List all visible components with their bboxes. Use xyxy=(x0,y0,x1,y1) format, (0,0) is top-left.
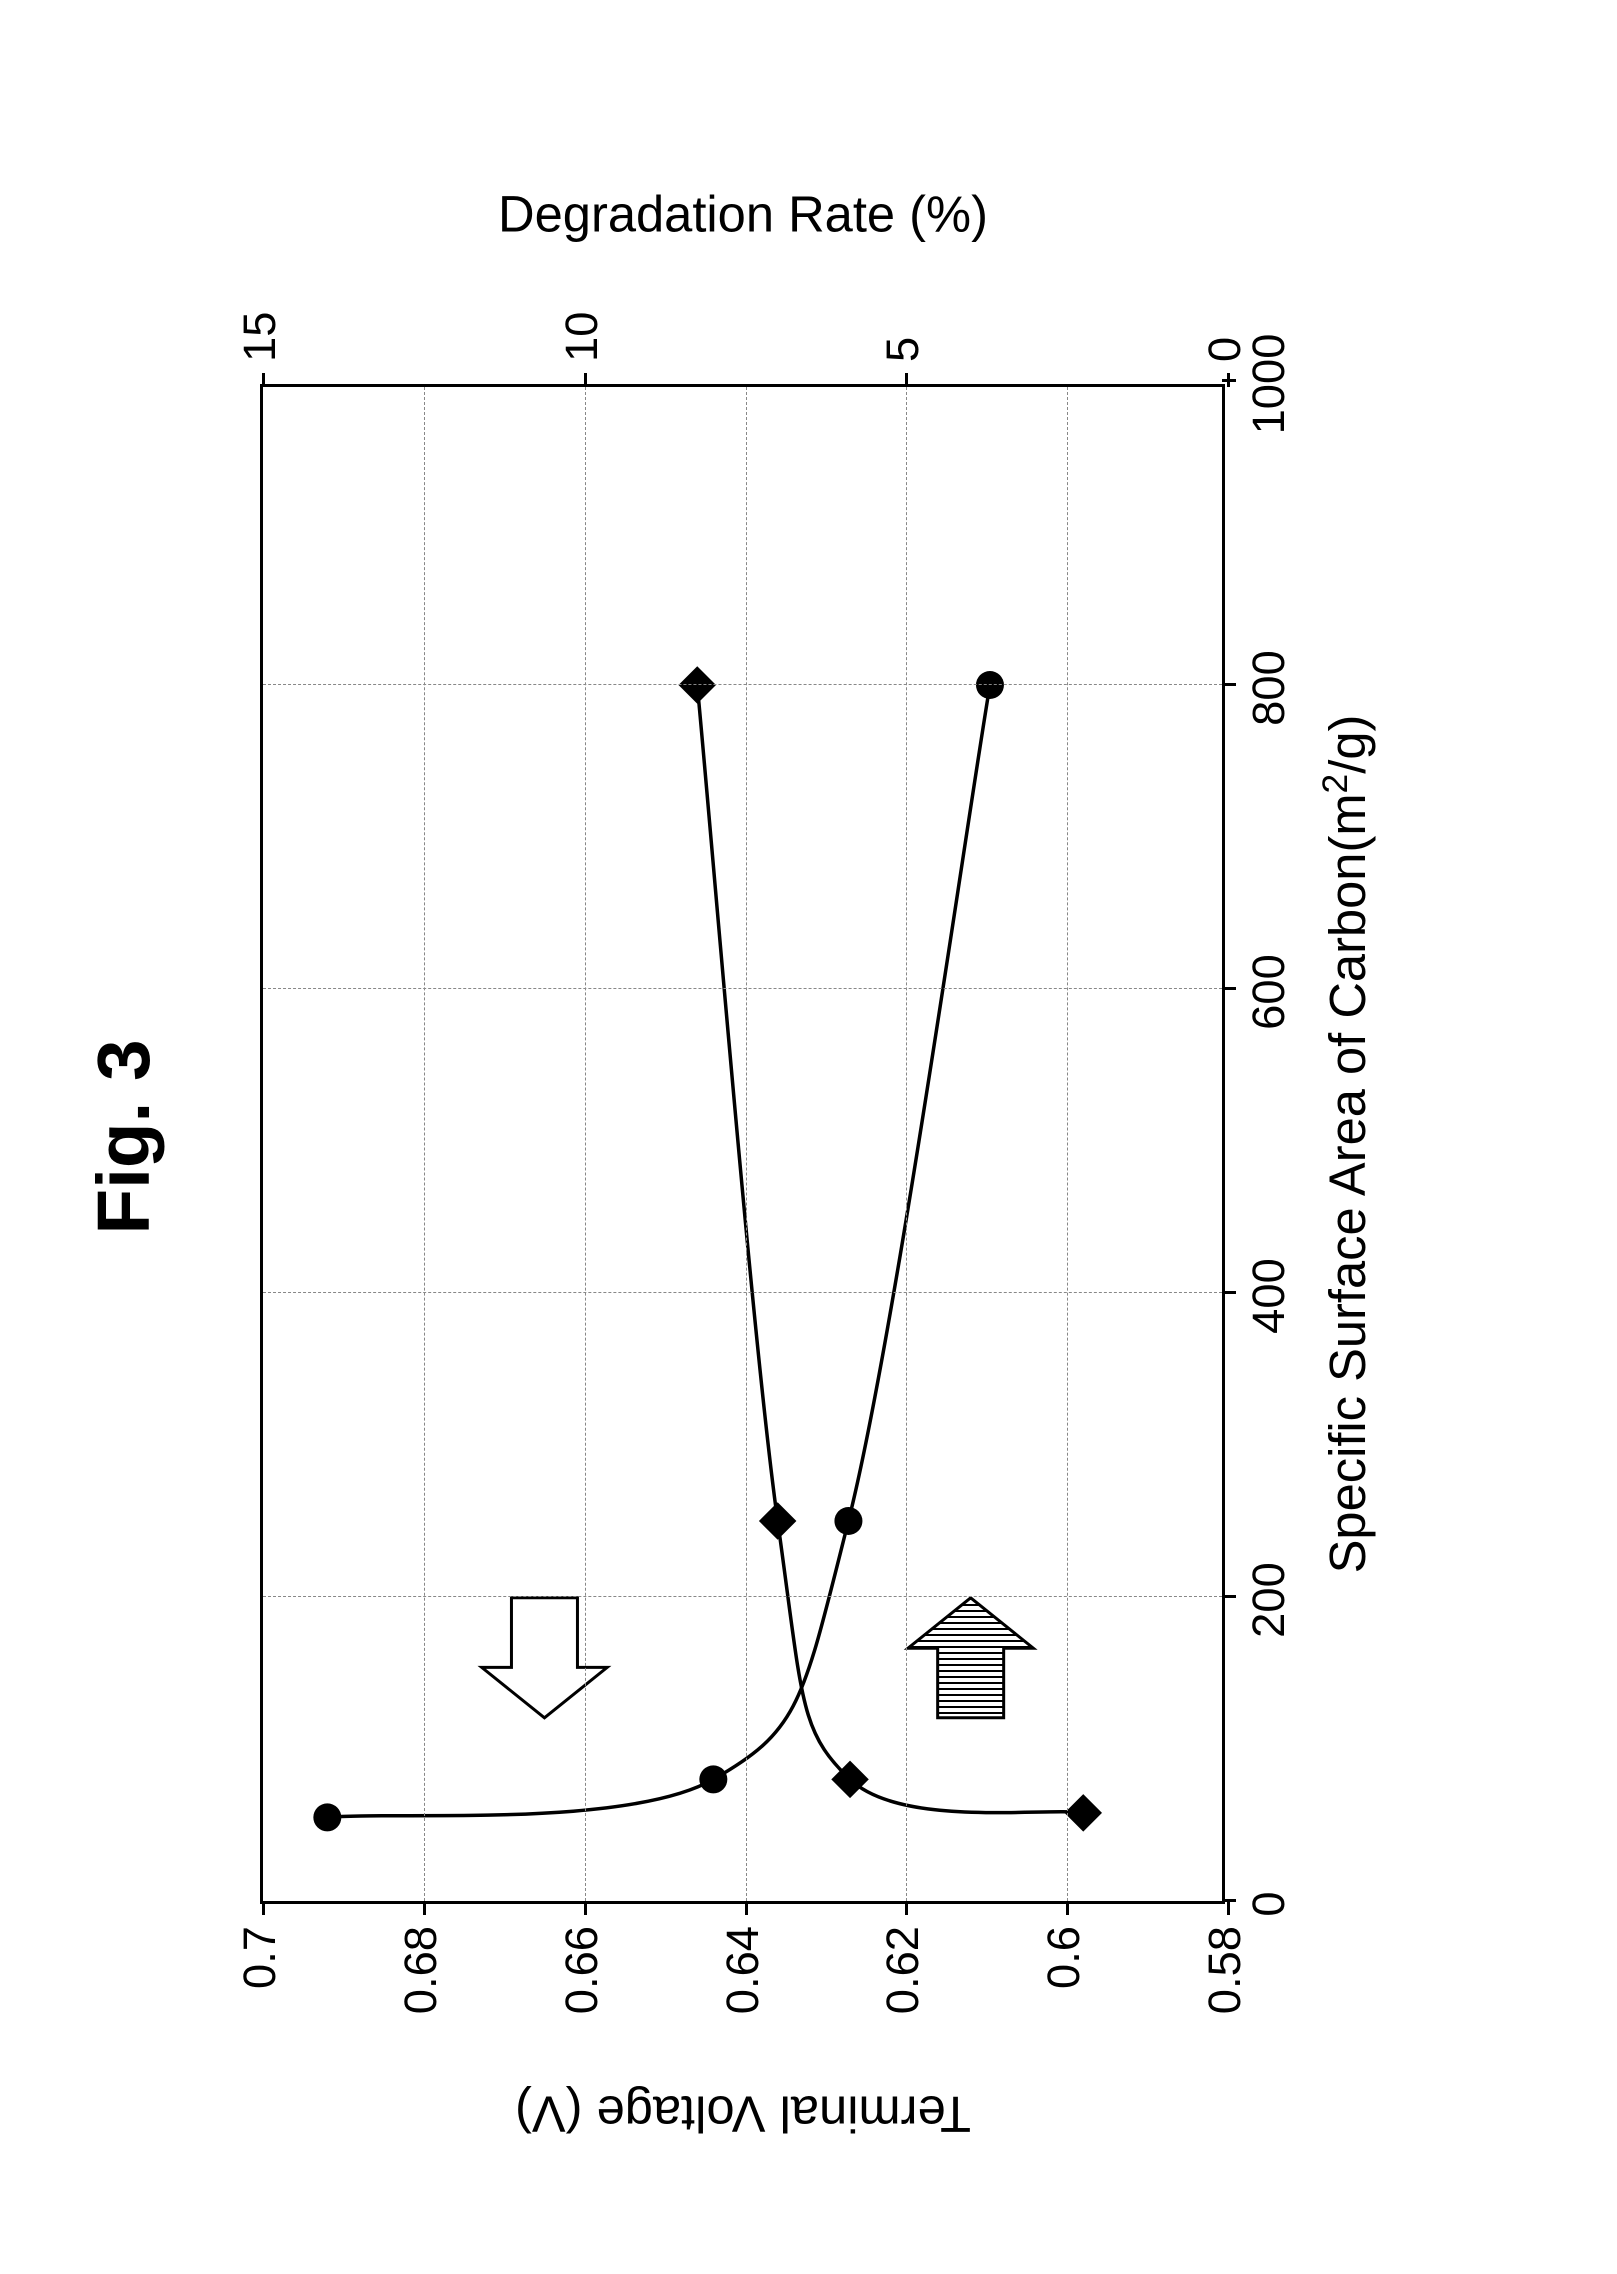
gridline-horizontal xyxy=(585,387,586,1901)
series-marker xyxy=(313,1803,341,1831)
indicator-arrow-right-axis xyxy=(908,1598,1033,1718)
tick-mark-x xyxy=(1222,987,1236,990)
tick-mark-y-left xyxy=(1066,1901,1069,1915)
tick-mark-y-right xyxy=(1227,373,1230,387)
x-tick-label: 800 xyxy=(1243,650,1295,726)
x-tick-label: 0 xyxy=(1243,1891,1295,1916)
y-left-tick-label: 0.58 xyxy=(1199,1926,1251,2014)
tick-mark-y-right xyxy=(584,373,587,387)
y-axis-left-label: Terminal Voltage (V) xyxy=(514,2085,970,2144)
y-left-tick-label: 0.68 xyxy=(395,1926,447,2014)
y-right-tick-label: 0 xyxy=(1199,337,1251,362)
series-marker xyxy=(699,1765,727,1793)
tick-mark-y-left xyxy=(1227,1901,1230,1915)
tick-mark-y-left xyxy=(262,1901,265,1915)
gridline-horizontal xyxy=(746,387,747,1901)
figure-title: Fig. 3 xyxy=(80,1040,166,1235)
tick-mark-y-left xyxy=(745,1901,748,1915)
indicator-arrow-left-axis xyxy=(482,1598,607,1718)
y-left-tick-label: 0.62 xyxy=(877,1926,929,2014)
rotated-landscape-stage: Fig. 3 Specific Surface Area of Carbon(m… xyxy=(0,0,1617,2274)
y-right-tick-label: 10 xyxy=(556,312,608,362)
gridline-horizontal xyxy=(1067,387,1068,1901)
gridline-vertical xyxy=(263,988,1222,989)
chart-plot-area xyxy=(260,384,1225,1904)
y-axis-right-label: Degradation Rate (%) xyxy=(498,185,988,244)
gridline-vertical xyxy=(263,684,1222,685)
y-right-tick-label: 15 xyxy=(234,312,286,362)
tick-mark-y-right xyxy=(905,373,908,387)
tick-mark-y-right xyxy=(262,373,265,387)
tick-mark-x xyxy=(1222,1291,1236,1294)
y-left-tick-label: 0.64 xyxy=(717,1926,769,2014)
y-left-tick-label: 0.66 xyxy=(556,1926,608,2014)
tick-mark-y-left xyxy=(423,1901,426,1915)
y-right-tick-label: 5 xyxy=(877,337,929,362)
x-tick-label: 400 xyxy=(1243,1258,1295,1334)
tick-mark-x xyxy=(1222,683,1236,686)
y-left-tick-label: 0.6 xyxy=(1038,1926,1090,1989)
series-marker xyxy=(1065,1794,1103,1832)
tick-mark-y-left xyxy=(905,1901,908,1915)
gridline-horizontal xyxy=(906,387,907,1901)
tick-mark-y-left xyxy=(584,1901,587,1915)
gridline-vertical xyxy=(263,1596,1222,1597)
x-tick-label: 600 xyxy=(1243,954,1295,1030)
series-marker xyxy=(759,1502,797,1540)
page: Fig. 3 Specific Surface Area of Carbon(m… xyxy=(0,0,1617,2274)
x-tick-label: 200 xyxy=(1243,1562,1295,1638)
series-marker xyxy=(679,666,717,704)
gridline-vertical xyxy=(263,1292,1222,1293)
x-axis-label: Specific Surface Area of Carbon(m2/g) xyxy=(1315,715,1377,1574)
tick-mark-x xyxy=(1222,1595,1236,1598)
y-left-tick-label: 0.7 xyxy=(234,1926,286,1989)
series-line xyxy=(327,685,990,1817)
series-marker xyxy=(834,1507,862,1535)
series-marker xyxy=(976,671,1004,699)
gridline-horizontal xyxy=(424,387,425,1901)
